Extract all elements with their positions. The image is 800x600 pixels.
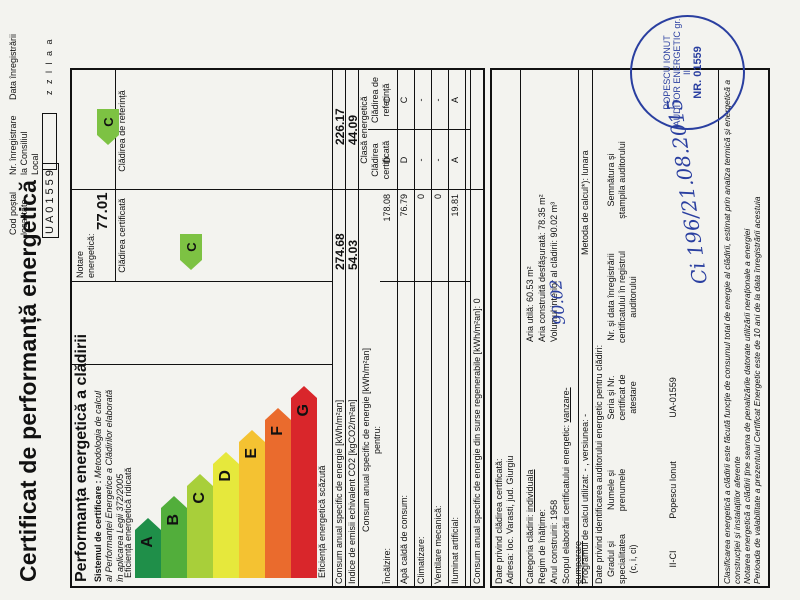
consumption-row-value: 19.81 [450,194,460,217]
rating-bar-f: F [265,408,291,578]
co2-index-cert: 54.03 [346,239,360,270]
postal-code-label: Cod poștal localitate [8,191,29,235]
calc-program-row: Programul de calcul utilizat: - , versiu… [580,413,590,584]
built-area-row: Aria construită desfășurată: 78.35 m² [537,194,547,342]
date-format: z z l l a a [44,37,54,95]
auditor-degree-value: II-CI [668,550,678,568]
document-title: Certificat de performanță energetică [15,179,41,582]
consumption-row-class-ref: - [416,98,426,102]
energy-class-header: Clasă energetică [359,96,369,164]
energy-grade-value: 77.01 [94,192,111,230]
calc-method-row: Metoda de calcul*): lunara [580,150,590,255]
certification-system-label: Sistemul de certificare : [93,480,103,582]
consumption-row-value: 0 [433,194,443,200]
rating-bar-b: B [161,496,187,578]
consumption-row-label: Ventilare mecanică: [433,505,443,584]
auditor-register-header: Nr. și data înregistrării certificatului… [606,250,638,344]
postal-code-value: UA01559 [42,163,59,238]
certified-building-label: Clădirea certificată [117,198,127,273]
low-efficiency-label: Eficiență energetică scăzută [317,465,327,578]
rating-bar-a: A [135,518,161,578]
address-value: loc. Varasti, jud. Giurgiu [505,455,515,551]
rating-bar-letter: D [213,464,239,578]
certification-system: Sistemul de certificare : Metodologia de… [93,382,126,582]
consumption-row-class-cert: D [382,156,392,164]
rating-bar-g: G [291,386,317,578]
rating-bar-letter: C [187,486,213,578]
footnote-3: Perioada de valabilitate a prezentului C… [752,196,762,584]
useful-area-row: Aria utilă: 60.53 m² [525,266,535,342]
rating-bar-letter: B [161,508,187,578]
consumption-row-label: Apă caldă de consum: [399,494,409,584]
renewable-consumption-label: Consum anual specific de energie din sur… [472,298,482,584]
auditor-series-value: UA-01559 [668,377,678,418]
auditor-series-header: Seria și Nr. certificat de atestare [606,374,638,421]
high-efficiency-label: Eficiență energetică ridicată [123,467,133,578]
annual-consumption-label: Consum anual specific de energie [kWh/m²… [334,399,344,584]
rating-bar-d: D [213,452,239,578]
auditor-degree-header: Gradul și specialitatea (c, i, ci) [606,533,638,584]
certified-class-arrow: C [180,234,202,270]
handwritten-area: 90.02 [546,278,569,326]
section-title: Performanța energetică a clădirii [73,333,90,582]
consumption-row-class-cert: - [416,158,426,162]
reference-class-letter: C [97,109,119,135]
consumption-row-class-ref: A [450,97,460,104]
consumption-row-class-cert: - [433,158,443,162]
rating-bar-e: E [239,430,265,578]
certified-class-letter: C [180,234,202,260]
consumption-row-value: 0 [416,194,426,200]
footnote-1: Clasificarea energetică a clădirii este … [722,79,742,584]
registration-number-label: Nr. înregistrare la Consiliul Local [8,115,40,175]
building-data-title: Date privind clădirea certificată: [494,458,504,584]
consumption-row-class-cert: A [450,157,460,164]
consumption-row-value: 76.79 [399,194,409,217]
rating-bar-letter: G [291,398,317,578]
specific-consumption-title: Consum anual specific de energie [kWh/m²… [361,347,382,533]
registration-date-label: Data înregistrării [8,33,18,100]
address-row: Adresa: loc. Varasti, jud. Giurgiu [505,456,516,584]
consumption-row-value: 178.08 [382,194,392,222]
auditor-stamp: POPESCU IONUT AUDITOR ENERGETIC gr. II N… [630,15,745,130]
consumption-row-class-ref: C [399,96,409,104]
reference-class-arrow: C [97,109,119,145]
auditor-title: Date privind identificarea auditorului e… [594,344,604,584]
registration-number-boxes [42,113,57,170]
category-row: Categoria clădirii: individuala [525,469,535,584]
consumption-row-label: Climatizare: [416,536,426,584]
auditor-name-value: Popescu Ionut [668,461,678,519]
year-row: Anul construirii: 1958 [549,499,559,584]
consumption-row-label: Iluminat artificial: [450,516,460,584]
auditor-name-header: Numele și prenumele [606,468,627,512]
rating-bar-letter: E [239,442,265,578]
rating-bar-letter: F [265,420,291,578]
consumption-row-label: Încălzire: [382,547,392,584]
address-label: Adresa: [505,552,515,584]
consumption-row-class-cert: D [399,156,409,164]
rating-bar-letter: A [135,530,161,578]
building-details: Categoria clădirii: individuala Regim de… [524,354,584,584]
consumption-row-class-ref: - [433,98,443,102]
footnote-2: Notarea energetică a clădirii ține seama… [742,228,752,584]
rating-bar-c: C [187,474,213,578]
co2-index-label: Indice de emisii echivalent CO2 [kgCO2/m… [347,399,357,584]
auditor-signature-header: Semnătura și ștampila auditorului [606,141,627,219]
footnotes: Clasificarea energetică a clădirii este … [722,74,762,584]
consumption-row-class-ref: C [382,96,392,104]
height-row: Regim de înălțime: [537,508,547,584]
